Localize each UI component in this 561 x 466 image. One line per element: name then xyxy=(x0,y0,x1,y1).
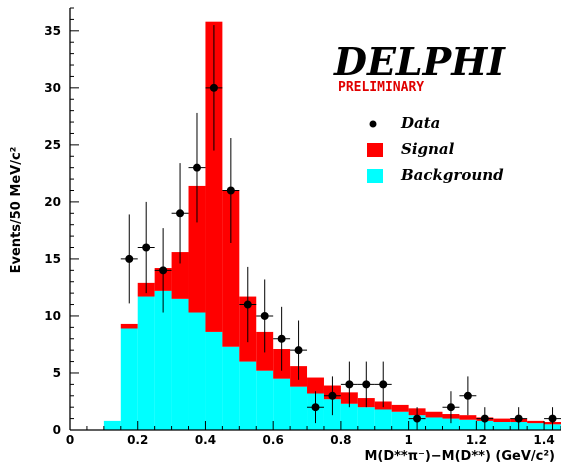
data-point xyxy=(374,361,392,408)
background-bar xyxy=(120,328,138,430)
legend-item-data: Data xyxy=(369,114,440,132)
background-bar xyxy=(374,409,392,430)
signal-bar xyxy=(171,252,189,299)
legend-item-background: Background xyxy=(367,166,504,184)
background-bar xyxy=(273,378,291,430)
x-tick-label: 0.6 xyxy=(263,433,284,447)
data-point xyxy=(239,266,257,343)
data-point xyxy=(171,163,189,264)
y-tick-label: 25 xyxy=(44,138,61,152)
background-bar xyxy=(290,386,308,430)
background-bar xyxy=(459,419,477,430)
x-tick-label: 0.8 xyxy=(330,433,351,447)
experiment-logo-text: DELPHI xyxy=(333,39,506,84)
background-bar xyxy=(357,407,375,430)
y-tick-label: 20 xyxy=(44,195,61,209)
data-points xyxy=(120,25,561,430)
legend-swatch xyxy=(367,169,383,183)
x-tick-label: 1.2 xyxy=(466,433,487,447)
y-tick-label: 30 xyxy=(44,81,61,95)
legend-swatch xyxy=(367,143,383,157)
background-bar xyxy=(239,361,257,430)
data-point xyxy=(120,214,138,304)
data-point xyxy=(307,391,324,424)
background-bar xyxy=(137,296,155,430)
background-bar xyxy=(205,331,223,430)
x-tick-label: 0.4 xyxy=(195,433,216,447)
x-tick-label: 1.4 xyxy=(533,433,554,447)
tick-labels: 0 5 10 15 20 25 30 35 0 0.2 0.4 0.6 0.8 1 1.2 1.4 xyxy=(44,24,554,447)
legend-marker xyxy=(369,120,377,128)
background-bar xyxy=(340,403,358,430)
x-tick-label: 0.2 xyxy=(127,433,148,447)
y-tick-label: 5 xyxy=(53,366,61,380)
data-point xyxy=(290,320,308,380)
data-point xyxy=(273,306,291,371)
signal-bar xyxy=(120,323,138,329)
signal-bar xyxy=(307,377,324,394)
y-axis-label: Events/50 MeV/c² xyxy=(9,147,24,274)
data-point xyxy=(205,25,223,151)
data-point xyxy=(340,361,358,408)
data-point xyxy=(256,279,274,353)
signal-bar xyxy=(527,420,545,424)
data-point xyxy=(459,376,477,416)
background-bar xyxy=(425,417,443,430)
data-point xyxy=(357,361,375,408)
data-point xyxy=(137,201,155,294)
signal-bar xyxy=(205,21,223,332)
legend: Data Signal Background xyxy=(367,114,504,184)
data-point xyxy=(476,407,494,430)
signal-bar xyxy=(425,411,443,418)
axes xyxy=(69,7,561,431)
x-tick-label: 1 xyxy=(404,433,412,447)
signal-bar xyxy=(222,190,240,347)
legend-item-signal: Signal xyxy=(367,140,455,158)
x-tick-label: 0 xyxy=(66,433,74,447)
data-point xyxy=(222,138,240,243)
preliminary-label: PRELIMINARY xyxy=(338,80,424,95)
signal-bar xyxy=(391,404,409,412)
background-bar xyxy=(442,418,460,430)
histogram-bars xyxy=(103,21,561,430)
data-point xyxy=(544,407,561,430)
legend-label: Background xyxy=(400,166,504,184)
background-bar xyxy=(103,420,121,430)
y-tick-label: 0 xyxy=(53,423,61,437)
signal-bar xyxy=(188,185,206,313)
signal-bar xyxy=(459,415,477,420)
data-point xyxy=(442,391,460,424)
background-bar xyxy=(391,411,409,430)
background-bar xyxy=(527,423,545,430)
data-point xyxy=(188,112,206,223)
y-tick-label: 10 xyxy=(44,309,61,323)
legend-label: Data xyxy=(400,114,440,132)
background-bar xyxy=(154,290,172,430)
data-point xyxy=(154,228,172,313)
background-bar xyxy=(222,346,240,430)
signal-bar xyxy=(493,418,511,423)
background-bar xyxy=(171,298,189,430)
background-bar xyxy=(256,370,274,430)
y-tick-label: 35 xyxy=(44,24,61,38)
data-point xyxy=(510,407,528,430)
background-bar xyxy=(188,312,206,430)
y-tick-label: 15 xyxy=(44,252,61,266)
data-point xyxy=(323,376,341,416)
legend-label: Signal xyxy=(401,140,455,158)
x-axis-label: M(D**π⁻)−M(D**) (GeV/c²) xyxy=(364,449,555,464)
background-bar xyxy=(493,422,511,430)
data-point xyxy=(408,407,426,430)
